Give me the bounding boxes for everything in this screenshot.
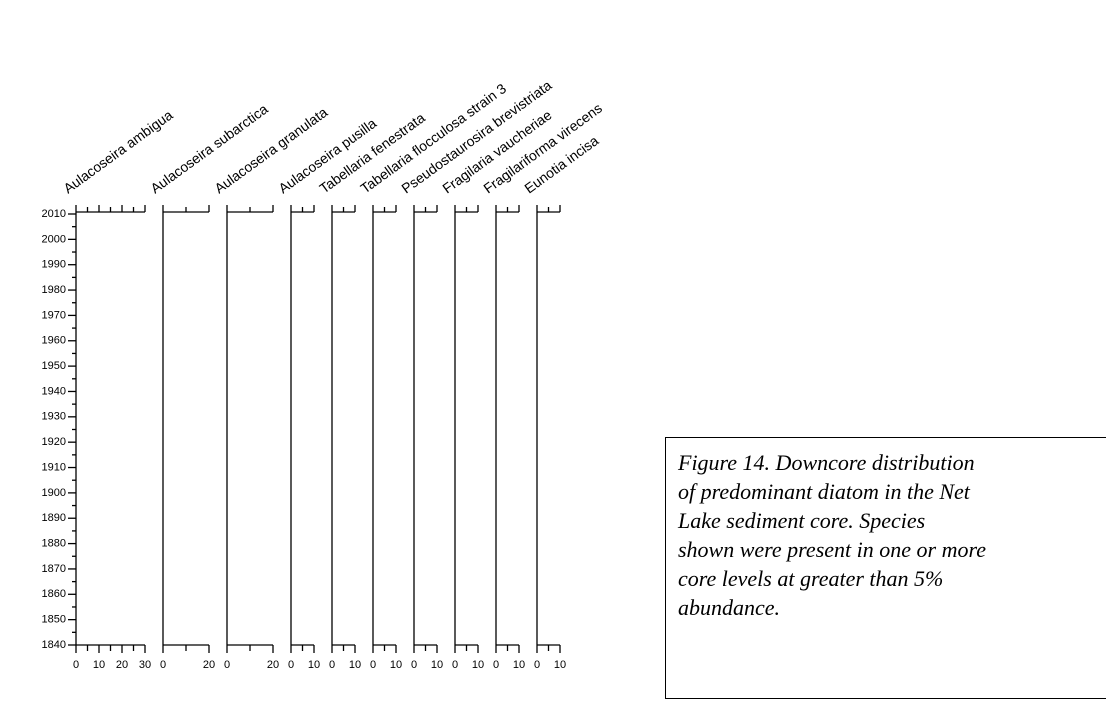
- x-tick-label: 0: [493, 659, 499, 671]
- caption: Figure 14. Downcore distribution of pred…: [665, 437, 1106, 699]
- y-tick-label: 2010: [42, 208, 66, 220]
- x-tick-label: 0: [411, 659, 417, 671]
- y-tick-label: 1950: [42, 360, 66, 372]
- x-tick-label: 20: [116, 659, 128, 671]
- y-tick-label: 1990: [42, 259, 66, 271]
- y-tick-label: 1870: [42, 563, 66, 575]
- chart: 1840 1850 1860 1870 1880 1890 1900 1910 1920 1930…: [42, 77, 605, 671]
- y-tick-label: 1880: [42, 537, 66, 549]
- x-tick-label: 0: [452, 659, 458, 671]
- species-label: Aulacoseira granulata: [211, 104, 330, 197]
- x-tick-label: 10: [308, 659, 320, 671]
- x-tick-label: 10: [472, 659, 484, 671]
- y-tick-label: 1940: [42, 385, 66, 397]
- y-tick-label: 1900: [42, 487, 66, 499]
- y-tick-label: 1850: [42, 614, 66, 626]
- y-tick-label: 1840: [42, 639, 66, 651]
- y-tick-label: 1910: [42, 461, 66, 473]
- x-tick-label: 10: [513, 659, 525, 671]
- x-tick-label: 0: [224, 659, 230, 671]
- x-tick-label: 0: [160, 659, 166, 671]
- y-tick-label: 1970: [42, 309, 66, 321]
- y-tick-label: 2000: [42, 233, 66, 245]
- x-tick-label: 20: [267, 659, 279, 671]
- y-tick-label: 1890: [42, 512, 66, 524]
- x-tick-label: 0: [534, 659, 540, 671]
- x-tick-label: 0: [288, 659, 294, 671]
- x-tick-label: 0: [73, 659, 79, 671]
- y-tick-label: 1980: [42, 284, 66, 296]
- x-tick-label: 0: [329, 659, 335, 671]
- y-tick-label: 1920: [42, 436, 66, 448]
- y-tick-label: 1860: [42, 588, 66, 600]
- x-tick-label: 10: [349, 659, 361, 671]
- x-tick-label: 10: [93, 659, 105, 671]
- x-tick-label: 0: [370, 659, 376, 671]
- x-tick-label: 10: [431, 659, 443, 671]
- x-tick-label: 30: [139, 659, 151, 671]
- y-tick-label: 1960: [42, 335, 66, 347]
- x-tick-label: 10: [390, 659, 402, 671]
- y-tick-label: 1930: [42, 411, 66, 423]
- x-tick-label: 10: [554, 659, 566, 671]
- x-tick-label: 20: [203, 659, 215, 671]
